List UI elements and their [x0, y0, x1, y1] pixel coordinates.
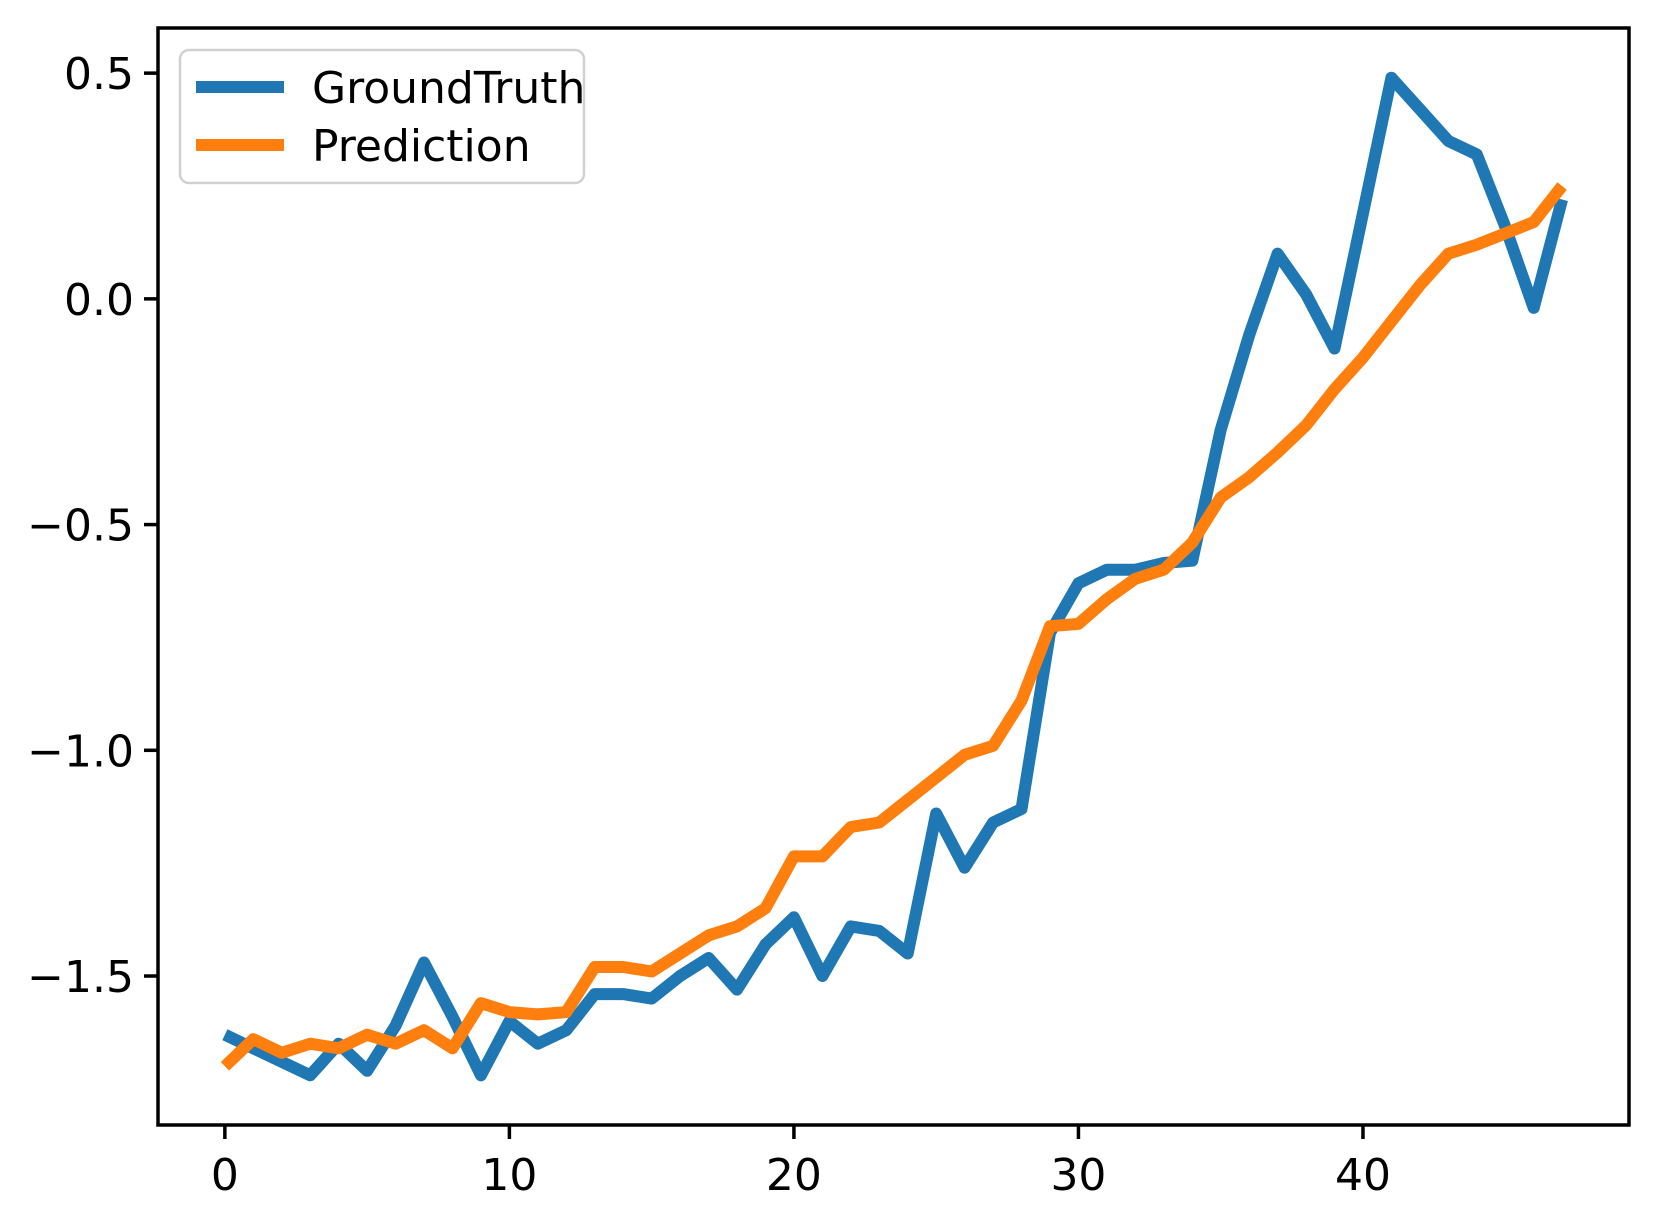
legend-label-prediction: Prediction [312, 121, 531, 172]
plot-frame [156, 26, 1631, 1127]
y-tick-label: −1.5 [27, 952, 134, 1003]
plot-area [158, 28, 1629, 1125]
prediction-line [220, 182, 1567, 1071]
y-tick-label: −1.0 [27, 726, 134, 777]
y-tick-label: 0.5 [64, 49, 134, 100]
y-tick-label: 0.0 [64, 275, 134, 326]
x-axis: 0 10 20 30 40 [211, 1125, 1391, 1201]
groundtruth-line [222, 71, 1568, 1082]
axes-spines [156, 26, 1631, 1127]
x-tick-label: 30 [1050, 1150, 1106, 1201]
x-tick-label: 20 [766, 1150, 822, 1201]
y-tick-label: −0.5 [27, 501, 134, 552]
x-tick-label: 0 [211, 1150, 239, 1201]
x-tick-label: 10 [481, 1150, 537, 1201]
series-lines [220, 71, 1568, 1082]
legend-label-groundtruth: GroundTruth [312, 63, 585, 114]
plot-background [158, 28, 1629, 1125]
legend: GroundTruth Prediction [178, 48, 585, 185]
x-tick-label: 40 [1335, 1150, 1391, 1201]
y-axis: 0.5 0.0 −0.5 −1.0 −1.5 [27, 49, 158, 1003]
